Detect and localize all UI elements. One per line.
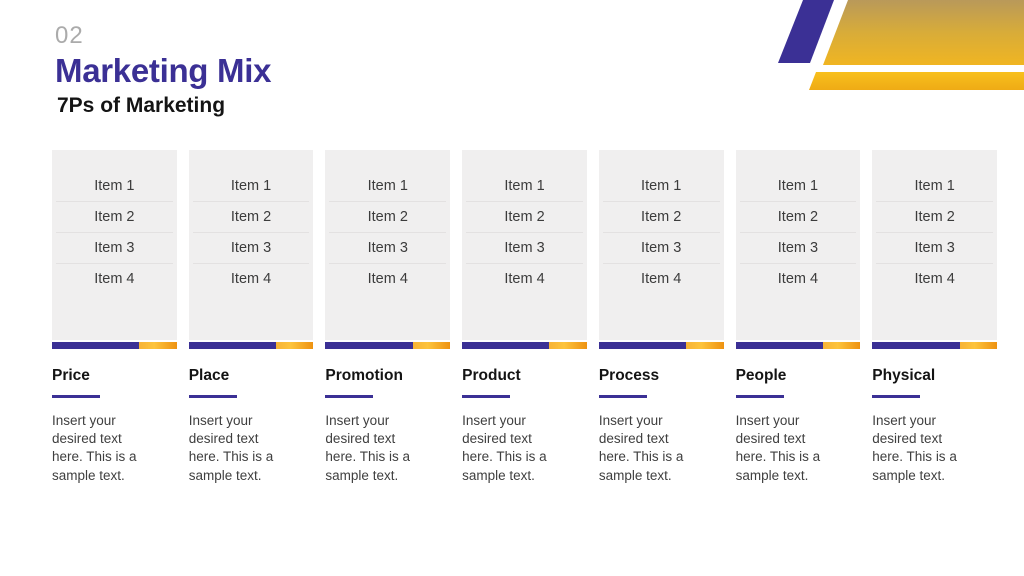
column-people: Item 1 Item 2 Item 3 Item 4 People Inser… — [735, 150, 861, 485]
item-card: Item 1 Item 2 Item 3 Item 4 — [325, 150, 451, 340]
column-title: Physical — [872, 367, 936, 384]
card-item: Item 4 — [777, 271, 819, 287]
card-item: Item 3 — [56, 233, 173, 264]
title-underline — [462, 395, 511, 398]
card-item: Item 3 — [329, 233, 447, 264]
title-underline — [52, 395, 100, 398]
accent-bar — [872, 342, 997, 349]
column-price: Item 1 Item 2 Item 3 Item 4 Price Insert… — [52, 150, 177, 485]
card-item: Item 4 — [94, 271, 135, 287]
card-item: Item 3 — [602, 233, 720, 264]
column-title: Product — [462, 367, 521, 384]
decor-purple-parallelogram — [778, 0, 834, 63]
corner-decoration — [778, 0, 1024, 90]
item-card: Item 1 Item 2 Item 3 Item 4 — [735, 150, 861, 340]
card-item: Item 4 — [367, 271, 408, 287]
accent-bar-orange-segment — [412, 342, 451, 349]
accent-bar-orange-segment — [822, 342, 861, 349]
column-body: Insert your desired text here. This is a… — [188, 413, 274, 483]
accent-bar — [735, 342, 861, 349]
card-item: Item 1 — [602, 171, 720, 202]
item-card: Item 1 Item 2 Item 3 Item 4 — [462, 150, 587, 340]
accent-bar-purple-segment — [462, 342, 550, 349]
page-subtitle: 7Ps of Marketing — [57, 94, 226, 117]
column-body: Insert your desired text here. This is a… — [872, 413, 957, 483]
column-title: Place — [188, 367, 230, 384]
slide-header: 02 Marketing Mix 7Ps of Marketing — [55, 24, 271, 117]
card-item: Item 2 — [466, 202, 583, 233]
column-physical: Item 1 Item 2 Item 3 Item 4 Physical Ins… — [872, 150, 997, 485]
card-item: Item 2 — [329, 202, 447, 233]
column-title: Promotion — [325, 367, 403, 384]
column-promotion: Item 1 Item 2 Item 3 Item 4 Promotion In… — [325, 150, 451, 485]
card-item: Item 1 — [192, 171, 310, 202]
accent-bar-purple-segment — [52, 342, 140, 349]
accent-bar-orange-segment — [959, 342, 997, 349]
card-item: Item 3 — [192, 233, 310, 264]
item-card: Item 1 Item 2 Item 3 Item 4 — [598, 150, 724, 340]
card-item: Item 1 — [56, 171, 173, 202]
card-item: Item 3 — [466, 233, 583, 264]
decor-gold-strip — [809, 72, 1024, 90]
card-item: Item 3 — [739, 233, 857, 264]
title-underline — [735, 395, 784, 398]
accent-bar — [325, 342, 451, 349]
column-title: Price — [52, 367, 90, 384]
item-card: Item 1 Item 2 Item 3 Item 4 — [872, 150, 997, 340]
item-card: Item 1 Item 2 Item 3 Item 4 — [52, 150, 177, 340]
card-item: Item 1 — [739, 171, 857, 202]
accent-bar-orange-segment — [139, 342, 177, 349]
card-item: Item 2 — [192, 202, 310, 233]
card-item: Item 4 — [230, 271, 272, 287]
accent-bar — [598, 342, 724, 349]
card-item: Item 1 — [329, 171, 447, 202]
card-item: Item 1 — [466, 171, 583, 202]
column-body: Insert your desired text here. This is a… — [598, 413, 684, 483]
card-item: Item 2 — [56, 202, 173, 233]
accent-bar-purple-segment — [872, 342, 960, 349]
column-body: Insert your desired text here. This is a… — [52, 413, 137, 483]
column-title: People — [735, 367, 787, 384]
accent-bar-purple-segment — [598, 342, 687, 349]
title-underline — [598, 395, 647, 398]
column-title: Process — [598, 367, 660, 384]
card-item: Item 1 — [876, 171, 993, 202]
accent-bar-orange-segment — [549, 342, 587, 349]
column-body: Insert your desired text here. This is a… — [325, 413, 410, 483]
column-product: Item 1 Item 2 Item 3 Item 4 Product Inse… — [462, 150, 587, 485]
title-underline — [188, 395, 237, 398]
card-item: Item 3 — [876, 233, 993, 264]
title-underline — [872, 395, 921, 398]
column-place: Item 1 Item 2 Item 3 Item 4 Place Insert… — [188, 150, 314, 485]
accent-bar — [52, 342, 177, 349]
page-title: Marketing Mix — [55, 52, 272, 89]
card-item: Item 2 — [739, 202, 857, 233]
accent-bar — [188, 342, 314, 349]
accent-bar-purple-segment — [188, 342, 276, 349]
accent-bar-orange-segment — [686, 342, 724, 349]
card-item: Item 4 — [504, 271, 545, 287]
column-body: Insert your desired text here. This is a… — [462, 413, 547, 483]
accent-bar — [462, 342, 587, 349]
card-item: Item 2 — [602, 202, 720, 233]
section-number: 02 — [55, 22, 84, 49]
title-underline — [325, 395, 374, 398]
card-item: Item 4 — [641, 271, 682, 287]
accent-bar-purple-segment — [735, 342, 823, 349]
accent-bar-orange-segment — [276, 342, 314, 349]
decor-gold-parallelogram — [823, 0, 1024, 65]
columns-grid: Item 1 Item 2 Item 3 Item 4 Price Insert… — [52, 150, 997, 485]
card-item: Item 4 — [914, 271, 955, 287]
column-body: Insert your desired text here. This is a… — [735, 413, 821, 483]
item-card: Item 1 Item 2 Item 3 Item 4 — [188, 150, 314, 340]
accent-bar-purple-segment — [325, 342, 413, 349]
card-item: Item 2 — [876, 202, 993, 233]
column-process: Item 1 Item 2 Item 3 Item 4 Process Inse… — [598, 150, 724, 485]
